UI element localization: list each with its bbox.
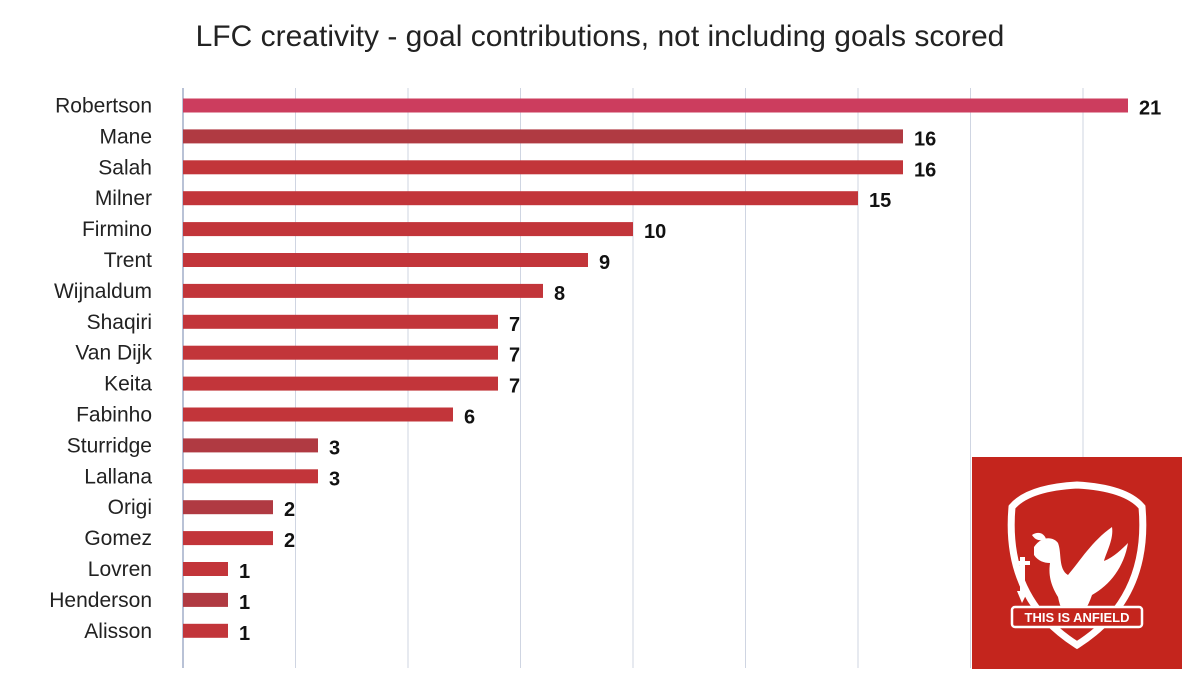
- value-label: 1: [239, 592, 250, 614]
- liverbird-crest-icon: THIS IS ANFIELD: [1007, 481, 1147, 650]
- category-label: Lovren: [88, 558, 152, 581]
- value-label: 21: [1139, 98, 1161, 120]
- bar: [183, 314, 498, 329]
- value-label: 3: [329, 468, 340, 490]
- category-label: Trent: [104, 249, 152, 272]
- category-label: Gomez: [84, 527, 152, 550]
- bar: [183, 129, 903, 144]
- bar: [183, 500, 273, 515]
- bar: [183, 438, 318, 453]
- bar: [183, 531, 273, 546]
- value-label: 1: [239, 561, 250, 583]
- value-label: 7: [509, 376, 520, 398]
- logo-text: THIS IS ANFIELD: [1025, 610, 1130, 625]
- category-label: Milner: [95, 187, 152, 210]
- value-label: 9: [599, 252, 610, 274]
- bar: [183, 191, 858, 206]
- category-label: Van Dijk: [75, 342, 152, 365]
- bar: [183, 562, 228, 576]
- category-label: Mane: [99, 125, 152, 148]
- bar: [183, 283, 543, 298]
- value-label: 16: [914, 159, 936, 181]
- category-label: Henderson: [49, 589, 152, 612]
- bar: [183, 623, 228, 638]
- chart-title: LFC creativity - goal contributions, not…: [195, 20, 1005, 53]
- category-label: Origi: [108, 496, 152, 519]
- value-label: 2: [284, 499, 295, 521]
- bar: [183, 253, 588, 267]
- value-label: 8: [554, 283, 565, 305]
- category-label: Salah: [98, 156, 152, 179]
- category-label: Fabinho: [76, 404, 152, 427]
- bar: [183, 160, 903, 175]
- this-is-anfield-logo: THIS IS ANFIELD: [972, 457, 1182, 669]
- value-label: 10: [644, 221, 666, 243]
- category-label: Keita: [104, 373, 152, 396]
- category-label: Wijnaldum: [54, 280, 152, 303]
- category-label: Sturridge: [67, 434, 152, 457]
- bar: [183, 407, 453, 422]
- value-label: 6: [464, 407, 475, 429]
- category-label: Alisson: [84, 620, 152, 643]
- category-label: Firmino: [82, 218, 152, 241]
- value-label: 7: [509, 314, 520, 336]
- value-label: 15: [869, 190, 891, 212]
- value-label: 16: [914, 128, 936, 150]
- category-label: Shaqiri: [87, 311, 152, 334]
- value-label: 7: [509, 345, 520, 367]
- bars: [183, 98, 1128, 638]
- bar: [183, 469, 318, 484]
- bar: [183, 98, 1128, 113]
- bar: [183, 222, 633, 237]
- category-label: Robertson: [55, 95, 152, 118]
- category-label: Lallana: [84, 465, 152, 488]
- value-label: 2: [284, 530, 295, 552]
- value-label: 3: [329, 437, 340, 459]
- bar: [183, 592, 228, 607]
- bar: [183, 376, 498, 391]
- bar: [183, 345, 498, 360]
- value-label: 1: [239, 623, 250, 645]
